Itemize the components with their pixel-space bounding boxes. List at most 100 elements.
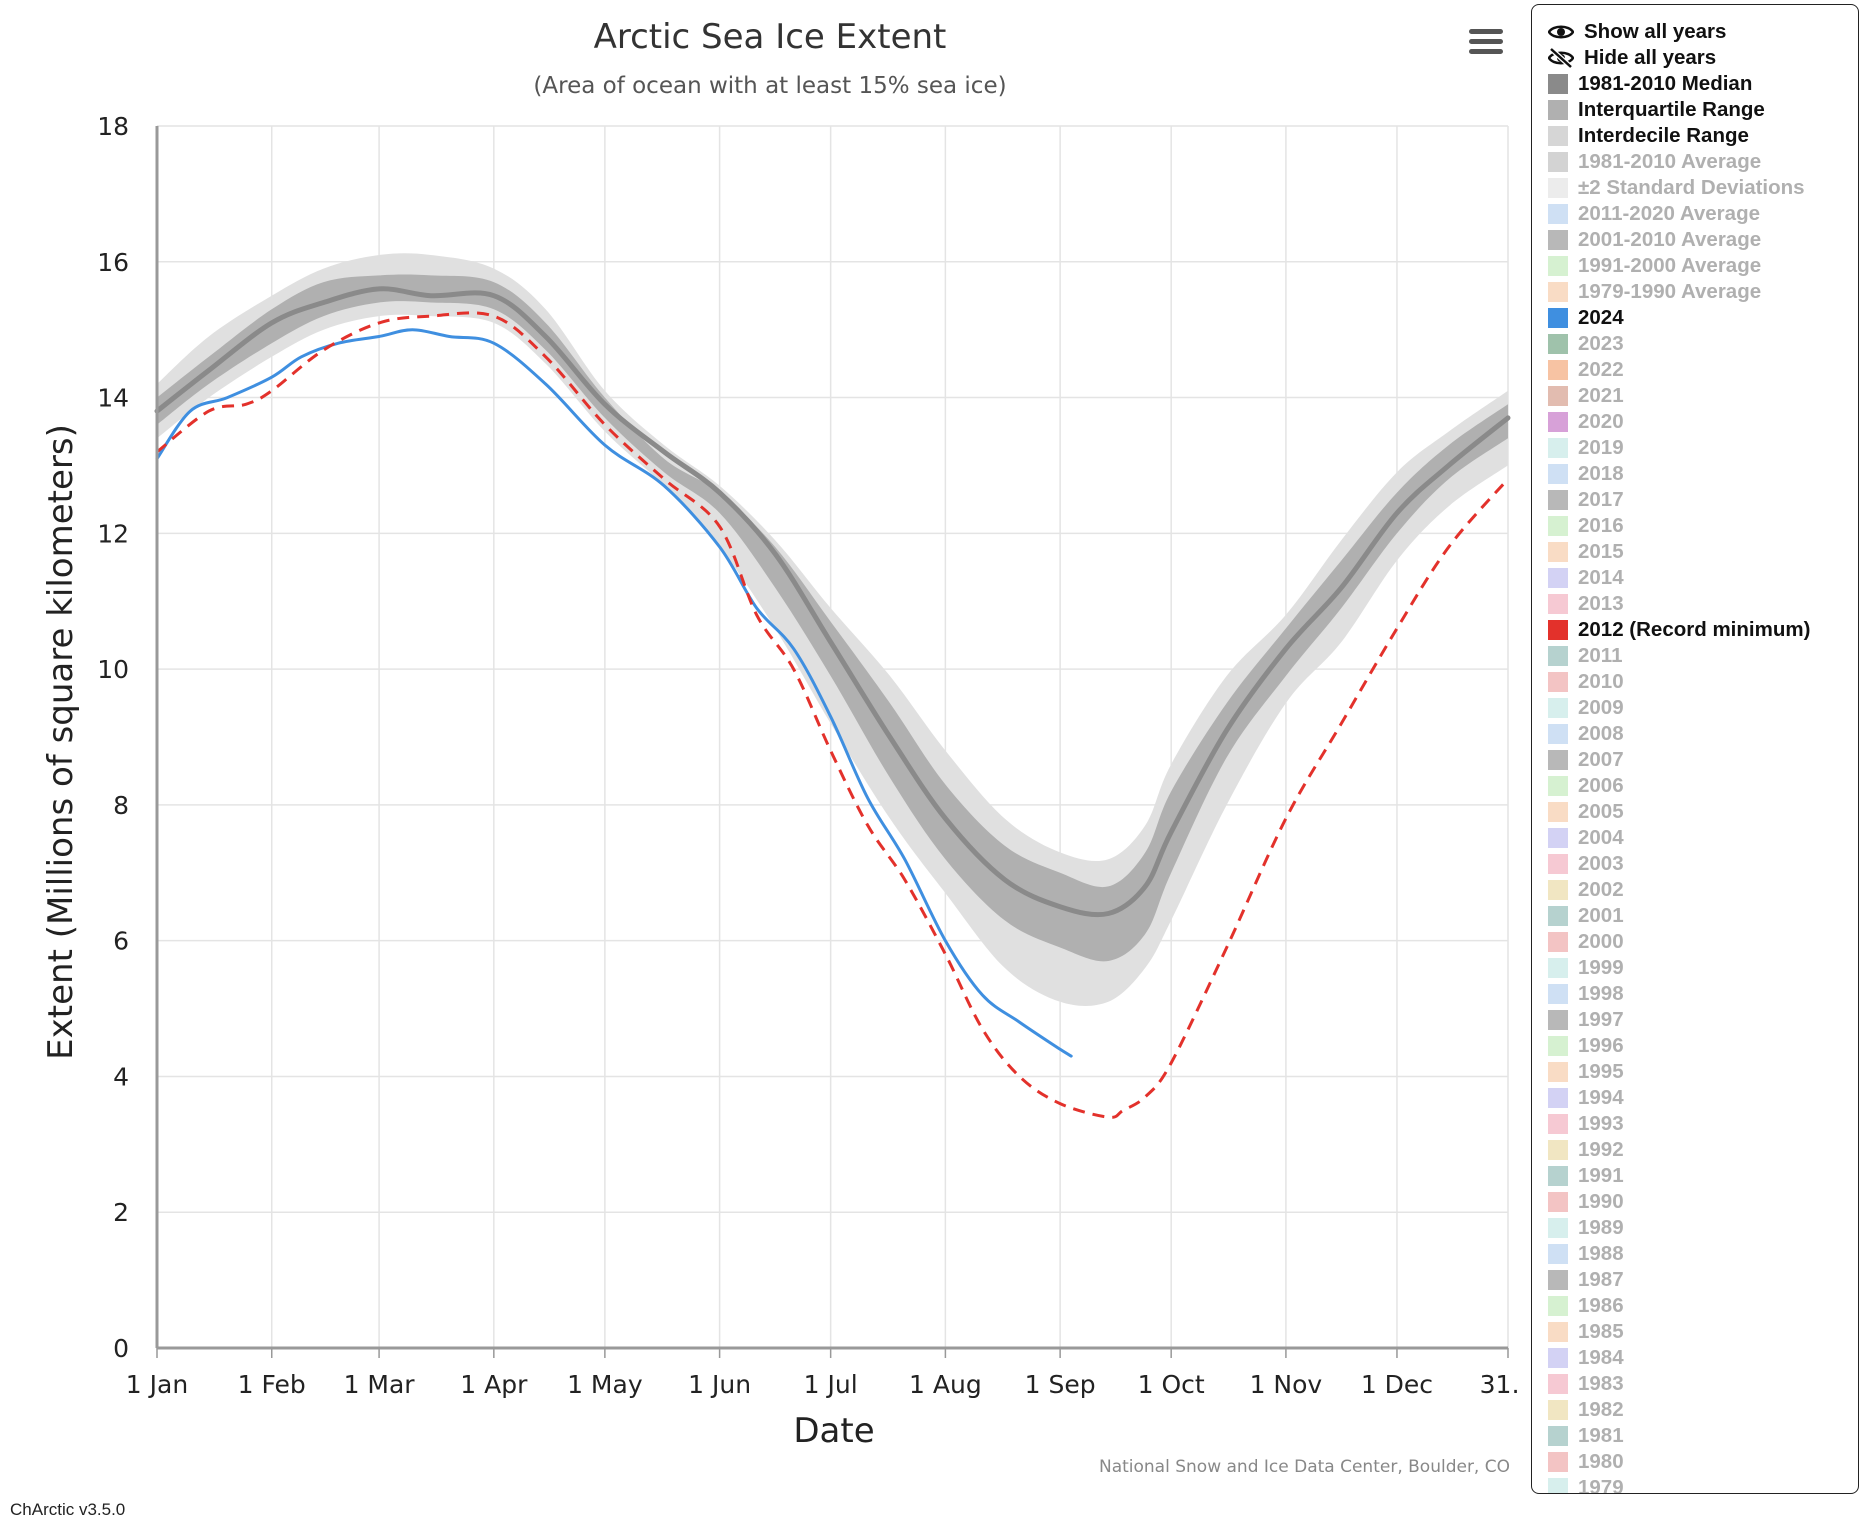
y-axis-title: Extent (Millions of square kilometers) <box>41 424 81 1060</box>
legend-item[interactable]: 2008 <box>1548 721 1858 747</box>
legend-item[interactable]: 1991-2000 Average <box>1548 253 1858 279</box>
legend-item-label: 1995 <box>1578 1060 1624 1083</box>
legend-item-label: 1991-2000 Average <box>1578 254 1762 277</box>
legend-item-label: 2013 <box>1578 592 1624 615</box>
series-line-2012-record-minimum[interactable] <box>156 311 1510 1119</box>
legend-item[interactable]: 1990 <box>1548 1189 1858 1215</box>
legend-item-label: 2000 <box>1578 930 1624 953</box>
legend-item[interactable]: 1980 <box>1548 1449 1858 1475</box>
legend-item[interactable]: 2017 <box>1548 487 1858 513</box>
legend-item[interactable]: 1979 <box>1548 1475 1858 1493</box>
legend-item[interactable]: 2003 <box>1548 851 1858 877</box>
x-tick-label: 1 Jan <box>126 1370 188 1399</box>
hide-all-years-button[interactable]: Hide all years <box>1548 45 1858 71</box>
legend-item[interactable]: 2001 <box>1548 903 1858 929</box>
legend-swatch <box>1548 386 1568 406</box>
show-all-years-button[interactable]: Show all years <box>1548 19 1858 45</box>
legend-item[interactable]: 1986 <box>1548 1293 1858 1319</box>
legend-item[interactable]: ±2 Standard Deviations <box>1548 175 1858 201</box>
legend-item[interactable]: 2004 <box>1548 825 1858 851</box>
x-tick-label: 31… <box>1480 1370 1520 1399</box>
legend-swatch <box>1548 1218 1568 1238</box>
legend-item[interactable]: 1994 <box>1548 1085 1858 1111</box>
legend-item[interactable]: 1981-2010 Median <box>1548 71 1858 97</box>
legend-item[interactable]: 2001-2010 Average <box>1548 227 1858 253</box>
legend-item[interactable]: 1998 <box>1548 981 1858 1007</box>
x-tick-label: 1 Jul <box>804 1370 858 1399</box>
legend-item[interactable]: 2020 <box>1548 409 1858 435</box>
legend-item-label: 1990 <box>1578 1190 1624 1213</box>
legend-item[interactable]: Interquartile Range <box>1548 97 1858 123</box>
legend-item[interactable]: 1993 <box>1548 1111 1858 1137</box>
legend-item[interactable]: 1991 <box>1548 1163 1858 1189</box>
x-tick-label: 1 Sep <box>1025 1370 1096 1399</box>
legend-item[interactable]: 2018 <box>1548 461 1858 487</box>
legend-item[interactable]: 2022 <box>1548 357 1858 383</box>
hamburger-menu-icon[interactable] <box>1466 24 1506 64</box>
legend-item[interactable]: 2011 <box>1548 643 1858 669</box>
x-tick-label: 1 Mar <box>344 1370 416 1399</box>
legend-swatch <box>1548 828 1568 848</box>
legend-item-label: 1981-2010 Average <box>1578 150 1762 173</box>
legend-item[interactable]: 1981-2010 Average <box>1548 149 1858 175</box>
legend-item[interactable]: 2019 <box>1548 435 1858 461</box>
legend-item[interactable]: 2023 <box>1548 331 1858 357</box>
legend-item[interactable]: 1995 <box>1548 1059 1858 1085</box>
x-tick-label: 1 Jun <box>688 1370 751 1399</box>
legend-item[interactable]: 1979-1990 Average <box>1548 279 1858 305</box>
legend-item[interactable]: 2000 <box>1548 929 1858 955</box>
legend-swatch <box>1548 464 1568 484</box>
legend-item[interactable]: 1982 <box>1548 1397 1858 1423</box>
legend-item[interactable]: 1996 <box>1548 1033 1858 1059</box>
legend-item-label: 2009 <box>1578 696 1624 719</box>
legend-item[interactable]: 1985 <box>1548 1319 1858 1345</box>
legend-item[interactable]: 2014 <box>1548 565 1858 591</box>
x-tick-label: 1 Feb <box>238 1370 306 1399</box>
legend-swatch <box>1548 776 1568 796</box>
legend-item[interactable]: 2010 <box>1548 669 1858 695</box>
legend-item-label: 1983 <box>1578 1372 1624 1395</box>
legend-item[interactable]: 2006 <box>1548 773 1858 799</box>
legend-swatch <box>1548 880 1568 900</box>
legend-item[interactable]: 1989 <box>1548 1215 1858 1241</box>
legend-item[interactable]: 1988 <box>1548 1241 1858 1267</box>
legend-item-label: 1992 <box>1578 1138 1624 1161</box>
legend-item-label: 1991 <box>1578 1164 1624 1187</box>
legend-item-label: 2014 <box>1578 566 1624 589</box>
y-tick-label: 18 <box>97 112 129 141</box>
legend-item[interactable]: 2021 <box>1548 383 1858 409</box>
legend-item[interactable]: 1997 <box>1548 1007 1858 1033</box>
legend-item-label: 2001 <box>1578 904 1624 927</box>
legend-swatch <box>1548 594 1568 614</box>
legend-item[interactable]: 2002 <box>1548 877 1858 903</box>
legend-item[interactable]: 2005 <box>1548 799 1858 825</box>
legend-item[interactable]: 2011-2020 Average <box>1548 201 1858 227</box>
legend-item[interactable]: 2012 (Record minimum) <box>1548 617 1858 643</box>
legend-item-label: 2011 <box>1578 644 1623 667</box>
y-tick-label: 2 <box>113 1198 129 1227</box>
chart-subtitle: (Area of ocean with at least 15% sea ice… <box>533 73 1006 99</box>
legend-item[interactable]: 1981 <box>1548 1423 1858 1449</box>
legend-item-label: 1989 <box>1578 1216 1624 1239</box>
series-line-2024[interactable] <box>155 328 1073 1058</box>
legend-item-label: 2021 <box>1578 384 1624 407</box>
legend-item[interactable]: Interdecile Range <box>1548 123 1858 149</box>
legend-swatch <box>1548 308 1568 328</box>
series-line-1981-2010-median[interactable] <box>154 286 1511 918</box>
legend-swatch <box>1548 1296 1568 1316</box>
legend-item[interactable]: 2015 <box>1548 539 1858 565</box>
legend-item[interactable]: 2009 <box>1548 695 1858 721</box>
legend-item[interactable]: 2013 <box>1548 591 1858 617</box>
legend-item[interactable]: 1999 <box>1548 955 1858 981</box>
legend-item-label: 1987 <box>1578 1268 1624 1291</box>
legend-item[interactable]: 1992 <box>1548 1137 1858 1163</box>
legend-item[interactable]: 2007 <box>1548 747 1858 773</box>
x-tick-label: 1 Dec <box>1361 1370 1433 1399</box>
legend-item[interactable]: 2024 <box>1548 305 1858 331</box>
legend-item[interactable]: 1987 <box>1548 1267 1858 1293</box>
legend-item-label: 1985 <box>1578 1320 1624 1343</box>
legend-item[interactable]: 2016 <box>1548 513 1858 539</box>
legend-item[interactable]: 1983 <box>1548 1371 1858 1397</box>
legend-item[interactable]: 1984 <box>1548 1345 1858 1371</box>
legend-item-label: 2006 <box>1578 774 1624 797</box>
